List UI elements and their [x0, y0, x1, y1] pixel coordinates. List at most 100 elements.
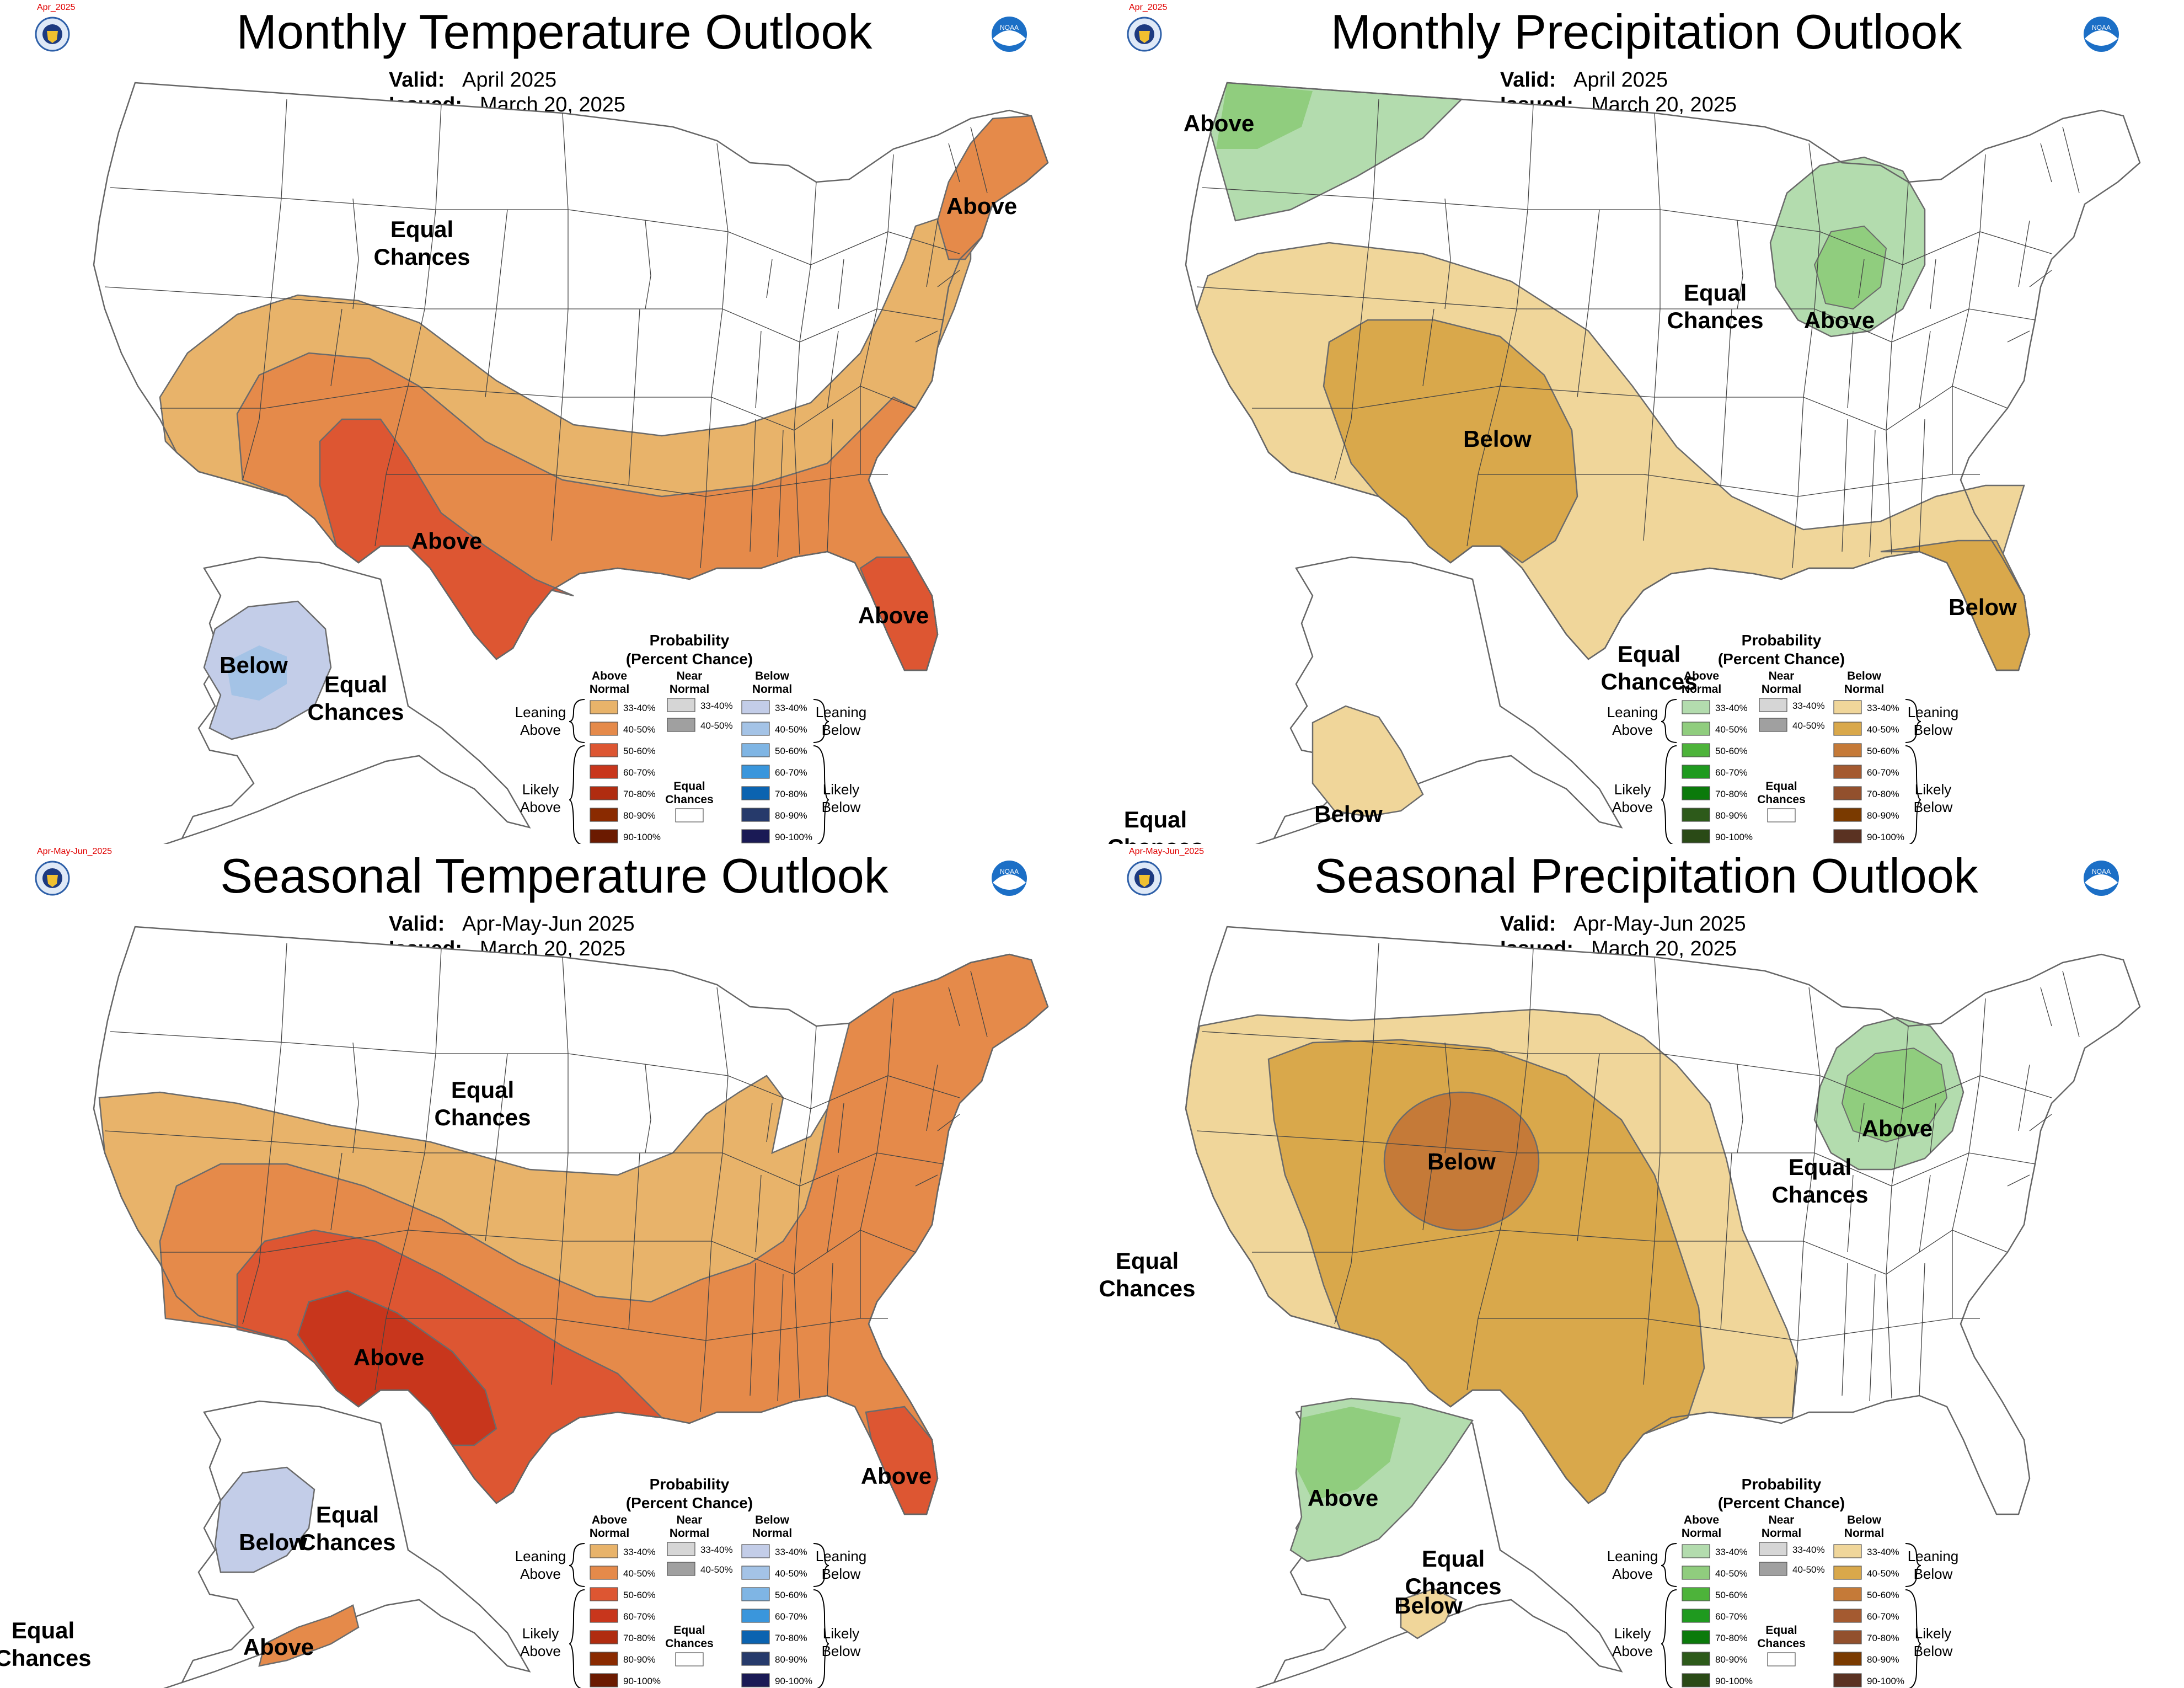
- legend-side-label: Likely Below: [822, 1625, 861, 1659]
- legend-swatch: [675, 808, 704, 822]
- conus-map: [1102, 926, 2141, 1688]
- legend-percent: 50-60%: [1867, 1590, 1899, 1600]
- legend-swatch: [741, 808, 770, 822]
- noaa-logo-icon: NOAA: [2084, 17, 2119, 52]
- legend-percent: 80-90%: [1715, 1654, 1748, 1665]
- conus-map: [1102, 82, 2141, 844]
- legend-swatch: [1833, 786, 1862, 800]
- legend-swatch: [1682, 1587, 1710, 1601]
- legend-percent: 40-50%: [775, 1568, 807, 1579]
- legend-swatch: [1833, 722, 1862, 736]
- legend-bracket: [813, 1543, 829, 1587]
- legend-percent: 40-50%: [623, 1568, 656, 1579]
- legend-percent: 70-80%: [1715, 1633, 1748, 1643]
- legend-side-label: Likely Above: [1612, 781, 1653, 815]
- legend-percent: 60-70%: [1867, 1611, 1899, 1622]
- legend-column-header: Near Normal: [670, 1514, 709, 1540]
- legend-percent: 40-50%: [700, 1564, 733, 1575]
- map-title: Seasonal Precipitation Outlook: [1314, 848, 1978, 903]
- legend-swatch: [1833, 808, 1862, 822]
- panel-seasonal-precipitation: Apr-May-Jun_2025 Seasonal Precipitation …: [1099, 847, 2141, 1688]
- legend-swatch: [741, 765, 770, 779]
- legend-column-header: Below Normal: [1844, 670, 1884, 696]
- legend-swatch: [590, 700, 618, 714]
- region-label: Below: [1314, 801, 1383, 827]
- legend-percent: 90-100%: [623, 1676, 661, 1686]
- legend-bracket: [1661, 1543, 1677, 1587]
- legend-percent: 70-80%: [623, 789, 656, 799]
- legend-column-header: Near Normal: [1762, 670, 1801, 696]
- legend-side-label: Leaning Above: [515, 704, 566, 738]
- legend-percent: 33-40%: [1867, 1547, 1899, 1557]
- legend-subheading: (Percent Chance): [1718, 650, 1845, 667]
- legend-percent: 90-100%: [1715, 1676, 1753, 1686]
- legend-bracket: [569, 1589, 585, 1688]
- legend-subheading: (Percent Chance): [626, 650, 753, 667]
- region-label: Above: [861, 1463, 932, 1489]
- legend-bracket: [569, 699, 585, 743]
- legend-column-header: Near Normal: [1762, 1514, 1801, 1540]
- legend-heading: Probability: [1742, 632, 1822, 649]
- zone-above-fl: [865, 1406, 939, 1515]
- legend-bracket: [1905, 1543, 1921, 1587]
- legend-swatch: [1682, 1652, 1710, 1666]
- legend-percent: 60-70%: [623, 767, 656, 778]
- map-labels: Equal Chances Above Above Above Below Equ…: [220, 193, 1017, 725]
- legend-swatch: [1767, 808, 1796, 822]
- legend-bracket: [1661, 699, 1677, 743]
- svg-text:NOAA: NOAA: [1000, 868, 1019, 875]
- legend-percent: 40-50%: [1867, 1568, 1899, 1579]
- legend-swatch: [590, 786, 618, 800]
- legend-equal-label: Equal Chances: [1757, 1624, 1806, 1650]
- legend-swatch: [741, 700, 770, 714]
- legend-swatch: [590, 722, 618, 736]
- legend-percent: 40-50%: [1715, 1568, 1748, 1579]
- legend-percent: 33-40%: [1792, 701, 1825, 711]
- legend-percent: 80-90%: [1867, 810, 1899, 821]
- region-label: Above: [411, 528, 482, 554]
- legend-swatch: [1833, 1630, 1862, 1644]
- legend-percent: 80-90%: [623, 1654, 656, 1665]
- legend-side-label: Leaning Above: [1607, 704, 1658, 738]
- valid-date: Apr-May-Jun 2025: [462, 912, 635, 936]
- legend-percent: 90-100%: [775, 832, 812, 842]
- legend-percent: 33-40%: [700, 1545, 733, 1555]
- legend-percent: 40-50%: [1792, 720, 1825, 731]
- panel-seasonal-temperature: Apr-May-Jun_2025 Seasonal Temperature Ou…: [0, 847, 1049, 1688]
- legend-percent: 33-40%: [1715, 1547, 1748, 1557]
- legend-percent: 50-60%: [775, 1590, 807, 1600]
- legend-percent: 33-40%: [623, 703, 656, 713]
- legend-swatch: [667, 718, 695, 732]
- legend-swatch: [590, 1566, 618, 1580]
- legend-swatch: [675, 1652, 704, 1666]
- svg-text:NOAA: NOAA: [2092, 868, 2111, 875]
- legend: Probability(Percent Chance) Above Normal Ne…: [515, 632, 866, 844]
- legend-swatch: [1682, 829, 1710, 843]
- legend-percent: 90-100%: [775, 1676, 812, 1686]
- legend-swatch: [741, 722, 770, 736]
- legend-side-label: Leaning Below: [816, 1548, 867, 1582]
- legend-percent: 80-90%: [775, 810, 807, 821]
- region-label: Below: [1427, 1149, 1496, 1174]
- legend-percent: 40-50%: [623, 724, 656, 735]
- legend-bracket: [1905, 699, 1921, 743]
- legend-swatch: [667, 1562, 695, 1576]
- legend-side-label: Likely Above: [520, 781, 561, 815]
- conus-map: [10, 82, 1049, 844]
- legend-swatch: [1833, 1673, 1862, 1687]
- legend-column-header: Below Normal: [752, 670, 792, 696]
- legend-swatch: [590, 829, 618, 843]
- legend-swatch: [1833, 1566, 1862, 1580]
- legend-swatch: [741, 829, 770, 843]
- legend-bracket: [1661, 745, 1677, 844]
- legend-percent: 70-80%: [775, 789, 807, 799]
- zone-above-ak: [258, 1604, 360, 1667]
- legend-column-header: Near Normal: [670, 670, 709, 696]
- legend-bracket: [1905, 745, 1921, 844]
- legend-subheading: (Percent Chance): [626, 1494, 753, 1511]
- legend-swatch: [590, 1652, 618, 1666]
- legend-swatch: [1682, 1544, 1710, 1558]
